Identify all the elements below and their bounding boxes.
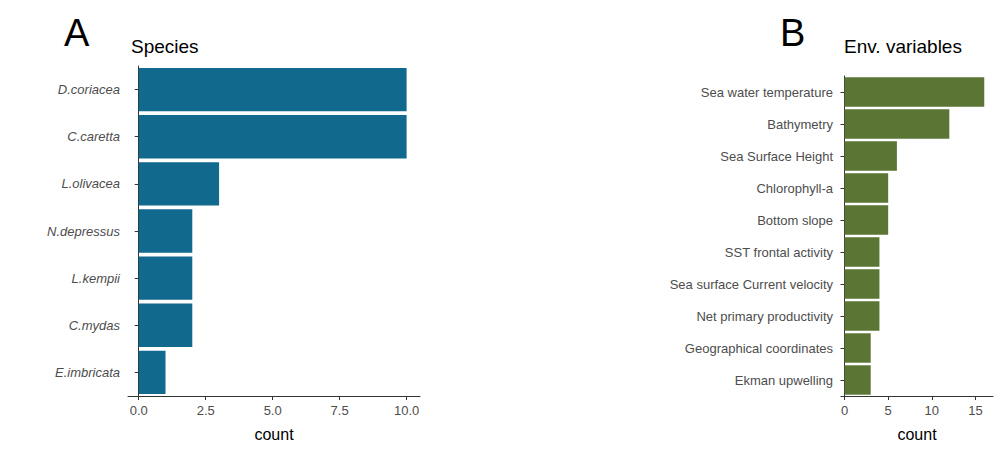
svg-text:Sea water temperature: Sea water temperature	[701, 85, 833, 100]
svg-text:C.mydas: C.mydas	[69, 318, 121, 333]
svg-text:Env. variables: Env. variables	[844, 36, 962, 57]
svg-text:count: count	[897, 426, 937, 443]
svg-text:Species: Species	[131, 36, 199, 57]
svg-text:Sea surface Current velocity: Sea surface Current velocity	[670, 277, 834, 292]
svg-text:Bottom slope: Bottom slope	[757, 213, 833, 228]
svg-text:L.olivacea: L.olivacea	[61, 176, 120, 191]
svg-text:B: B	[780, 12, 805, 54]
svg-text:C.caretta: C.caretta	[67, 129, 120, 144]
svg-text:N.depressus: N.depressus	[47, 224, 120, 239]
svg-text:2.5: 2.5	[197, 403, 215, 418]
svg-text:5.0: 5.0	[264, 403, 282, 418]
svg-text:5: 5	[885, 403, 892, 418]
svg-text:E.imbricata: E.imbricata	[55, 365, 120, 380]
svg-text:Net primary productivity: Net primary productivity	[696, 309, 833, 324]
svg-text:Chlorophyll-a: Chlorophyll-a	[756, 181, 833, 196]
svg-text:10: 10	[925, 403, 939, 418]
svg-text:15: 15	[968, 403, 982, 418]
svg-text:count: count	[254, 426, 294, 443]
svg-text:10.0: 10.0	[394, 403, 419, 418]
svg-text:Bathymetry: Bathymetry	[767, 117, 833, 132]
svg-text:Sea Surface Height: Sea Surface Height	[720, 149, 833, 164]
svg-text:Geographical coordinates: Geographical coordinates	[685, 341, 834, 356]
svg-text:D.coriacea: D.coriacea	[58, 82, 120, 97]
svg-text:0: 0	[841, 403, 848, 418]
svg-text:L.kempii: L.kempii	[72, 271, 122, 286]
svg-text:0.0: 0.0	[130, 403, 148, 418]
svg-text:7.5: 7.5	[331, 403, 349, 418]
svg-text:SST frontal activity: SST frontal activity	[725, 245, 834, 260]
svg-text:A: A	[64, 12, 90, 54]
svg-text:Ekman upwelling: Ekman upwelling	[735, 373, 833, 388]
